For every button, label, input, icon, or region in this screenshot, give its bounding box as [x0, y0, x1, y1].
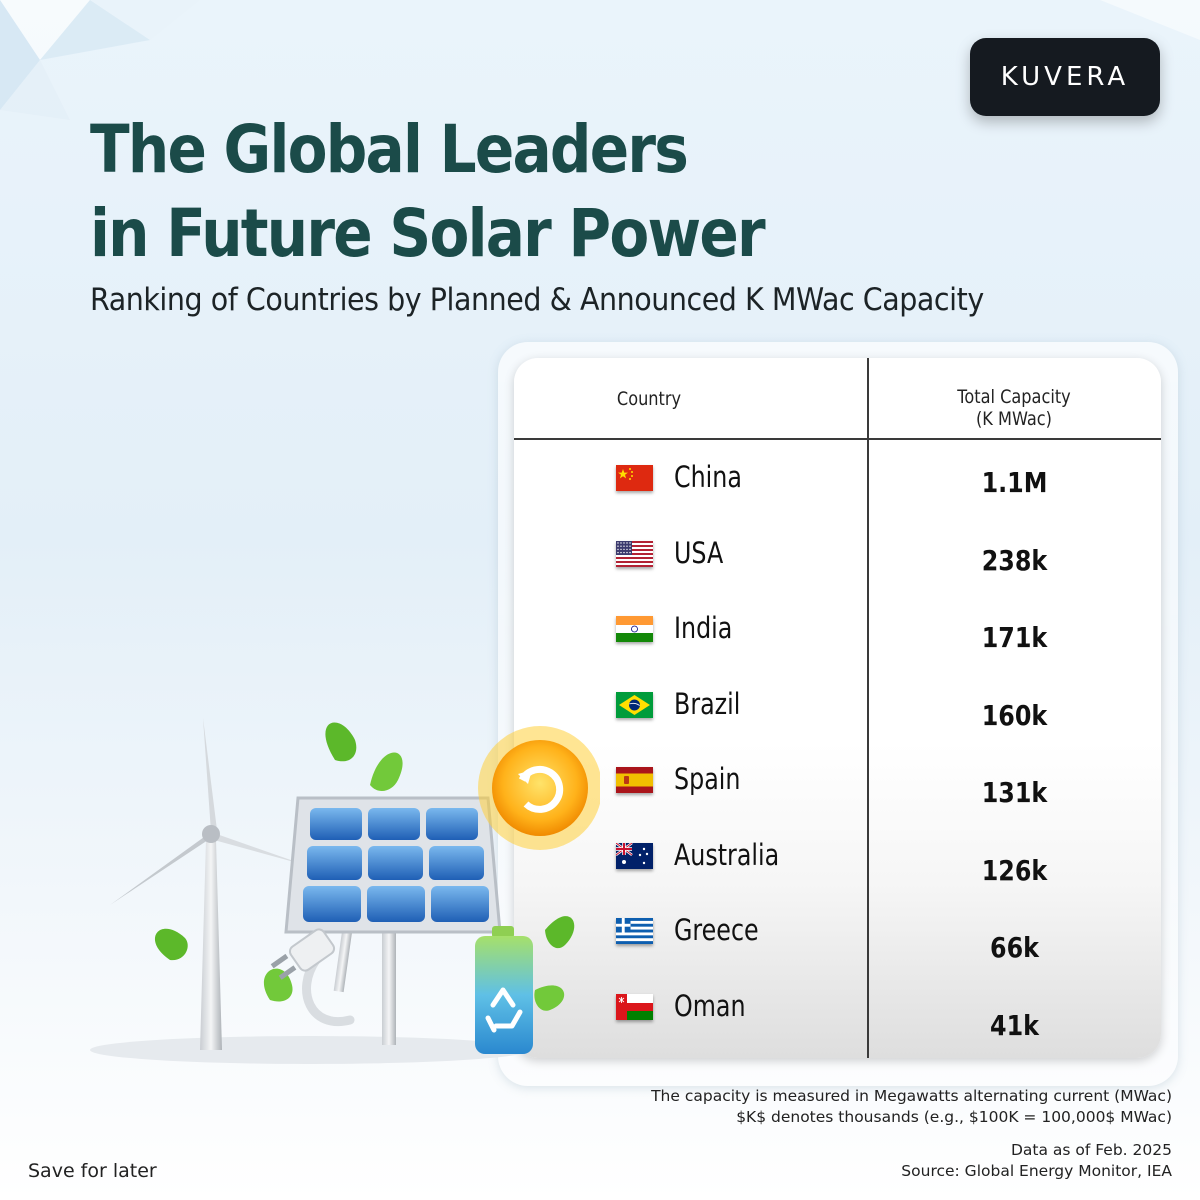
column-header-capacity: Total Capacity (K MWac) [921, 386, 1108, 430]
header-divider [514, 438, 1161, 440]
brazil-flag-icon [616, 691, 653, 718]
table-row-australia: Australia 126k [514, 826, 1161, 887]
renewable-energy-illustration [90, 718, 600, 1064]
country-name: Spain [674, 762, 741, 796]
country-name: India [674, 611, 733, 645]
country-name: China [674, 460, 742, 494]
table-row-india: India 171k [514, 599, 1161, 659]
capacity-table: Country Total Capacity (K MWac) China 1.1… [514, 358, 1161, 1058]
table-row-china: China 1.1M [514, 448, 1161, 508]
capacity-value: 66k [990, 931, 1039, 964]
capacity-value: 126k [981, 853, 1048, 887]
battery-recycle-icon [475, 926, 533, 1054]
india-flag-icon [616, 616, 653, 642]
china-flag-icon [616, 465, 653, 491]
country-name: Oman [674, 988, 746, 1023]
australia-flag-icon [616, 842, 653, 869]
oman-flag-icon [616, 993, 653, 1020]
page-title: The Global Leaders in Future Solar Power [90, 108, 847, 276]
capacity-value: 131k [981, 776, 1048, 809]
footnote-line-1: The capacity is measured in Megawatts al… [651, 1087, 1172, 1105]
page-subtitle: Ranking of Countries by Planned & Announ… [90, 282, 984, 318]
wind-turbine-icon [110, 718, 305, 1050]
title-line-1: The Global Leaders [90, 111, 689, 188]
country-name: Greece [674, 913, 759, 947]
column-header-country: Country [616, 388, 682, 410]
title-line-2: in Future Solar Power [90, 195, 766, 272]
footnote-line-2: $K$ denotes thousands (e.g., $100K = 100… [736, 1108, 1172, 1126]
footnote: The capacity is measured in Megawatts al… [472, 1086, 1172, 1182]
country-name: Brazil [674, 686, 741, 721]
save-for-later-label[interactable]: Save for later [28, 1160, 157, 1182]
sun-icon [478, 726, 600, 850]
capacity-value: 1.1M [981, 466, 1048, 499]
capacity-value: 238k [981, 543, 1048, 577]
table-row-spain: Spain 131k [514, 750, 1161, 810]
usa-flag-icon [616, 540, 653, 567]
column-divider [867, 358, 869, 1058]
capacity-value: 171k [981, 621, 1048, 654]
table-row-usa: USA 238k [514, 524, 1161, 584]
greece-flag-icon [616, 918, 653, 944]
table-row-brazil: Brazil 160k [514, 675, 1161, 735]
table-row-oman: Oman 41k [514, 977, 1161, 1042]
background-facets [0, 0, 1200, 120]
capacity-value: 160k [981, 698, 1048, 732]
spain-flag-icon [616, 767, 653, 793]
capacity-header-line-2: (K MWac) [976, 408, 1052, 430]
footnote-line-3: Data as of Feb. 2025 [1010, 1141, 1172, 1159]
country-name: Australia [674, 837, 780, 872]
footnote-line-4: Source: Global Energy Monitor, IEA [901, 1162, 1172, 1180]
plug-icon [270, 928, 355, 1027]
country-name: USA [674, 535, 724, 570]
capacity-header-line-1: Total Capacity [957, 386, 1071, 408]
solar-panel-icon [284, 796, 502, 934]
table-row-greece: Greece 66k [514, 901, 1161, 964]
kuvera-logo: KUVERA [970, 38, 1160, 116]
capacity-value: 41k [990, 1008, 1039, 1042]
logo-text: KUVERA [1001, 62, 1129, 92]
logo-wordmark: KUVERA [1001, 62, 1129, 92]
